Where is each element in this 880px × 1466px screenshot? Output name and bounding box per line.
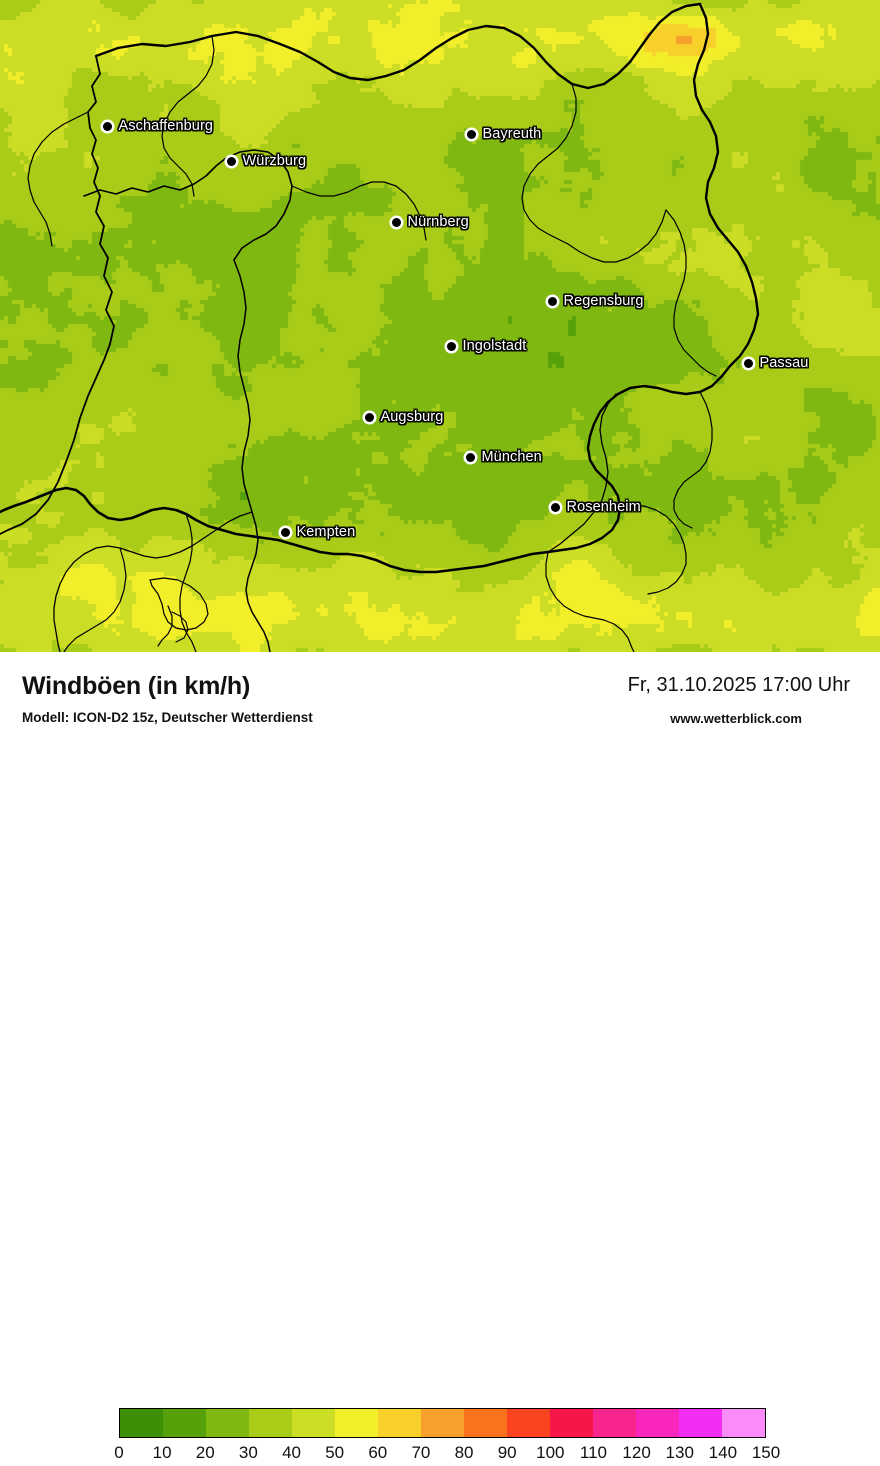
page-title: Windböen (in km/h) [22, 672, 251, 700]
city-dot-icon [102, 121, 112, 131]
colorbar-gradient [119, 1408, 766, 1438]
colorbar-swatch-130 [679, 1409, 722, 1437]
border-path-4 [546, 374, 724, 554]
city-marker-aschaffenburg[interactable]: Aschaffenburg [102, 118, 214, 134]
colorbar-ticks: 0 10 20 30 40 50 60 70 80 90 100 110 120 130 140 150 [114, 1440, 780, 1466]
border-path-1 [83, 149, 293, 261]
border-path-15 [521, 83, 577, 239]
city-dot-icon [226, 156, 236, 166]
border-path-12 [547, 393, 617, 553]
city-dot-icon [547, 296, 557, 306]
colorbar-swatch-40 [292, 1409, 335, 1437]
city-label: Kempten [296, 524, 356, 540]
political-borders [0, 2, 760, 652]
city-dot-icon [446, 341, 456, 351]
city-label: München [481, 449, 542, 465]
border-path-14 [555, 209, 667, 263]
border-path-3 [692, 2, 760, 378]
border-path-7 [53, 511, 253, 652]
city-marker-kempten[interactable]: Kempten [280, 524, 356, 540]
colorbar-tick-20: 20 [195, 1443, 215, 1462]
colorbar-tick-10: 10 [152, 1443, 172, 1462]
city-label: Passau [759, 355, 809, 371]
colorbar-swatch-50 [335, 1409, 378, 1437]
city-label: Rosenheim [566, 499, 641, 515]
colorbar-tick-120: 120 [622, 1443, 651, 1462]
border-path-21 [161, 35, 215, 197]
colorbar-swatch-90 [507, 1409, 550, 1437]
city-marker-passau[interactable]: Passau [743, 355, 809, 371]
colorbar-swatch-110 [593, 1409, 636, 1437]
footer: Windböen (in km/h) Modell: ICON-D2 15z, … [0, 652, 880, 1462]
colorbar-tick-90: 90 [497, 1443, 517, 1462]
border-path-13 [291, 181, 427, 241]
border-path-18 [619, 505, 687, 595]
colorbar-swatch-140 [722, 1409, 765, 1437]
colorbar-swatch-10 [163, 1409, 206, 1437]
colorbar-tick-130: 130 [665, 1443, 694, 1462]
colorbar-tick-40: 40 [282, 1443, 301, 1462]
city-marker-ingolstadt[interactable]: Ingolstadt [446, 338, 527, 354]
colorbar-swatch-60 [378, 1409, 421, 1437]
weather-map[interactable]: Aschaffenburg Würzburg Bayreuth Nürnberg Reg… [0, 0, 880, 652]
city-label: Aschaffenburg [118, 118, 214, 134]
border-path-20 [179, 513, 197, 652]
city-dot-icon [465, 452, 475, 462]
colorbar-tick-80: 80 [454, 1443, 474, 1462]
city-label: Regensburg [563, 293, 644, 309]
site-url: www.wetterblick.com [670, 711, 802, 726]
model-subtitle: Modell: ICON-D2 15z, Deutscher Wetterdie… [22, 710, 313, 725]
border-path-11 [171, 611, 189, 643]
city-marker-rosenheim[interactable]: Rosenheim [550, 499, 641, 515]
border-path-6 [233, 259, 271, 652]
colorbar-swatch-20 [206, 1409, 249, 1437]
colorbar: 0 10 20 30 40 50 60 70 80 90 100 110 120 130 140 150 [114, 1408, 780, 1466]
valid-time: Fr, 31.10.2025 17:00 Uhr [627, 674, 850, 696]
colorbar-swatch-120 [636, 1409, 679, 1437]
border-path-2 [94, 2, 702, 90]
border-path-9 [149, 577, 209, 631]
city-label: Würzburg [242, 153, 307, 169]
city-dot-icon [550, 502, 560, 512]
city-marker-mnchen[interactable]: München [465, 449, 542, 465]
city-label: Augsburg [380, 409, 444, 425]
city-marker-wrzburg[interactable]: Würzburg [226, 153, 307, 169]
border-path-17 [673, 391, 713, 529]
colorbar-tick-0: 0 [114, 1443, 124, 1462]
border-path-22 [27, 111, 89, 247]
city-dot-icon [280, 527, 290, 537]
border-path-5 [0, 486, 550, 574]
city-marker-regensburg[interactable]: Regensburg [547, 293, 644, 309]
colorbar-tick-50: 50 [325, 1443, 345, 1462]
colorbar-tick-140: 140 [708, 1443, 738, 1462]
colorbar-tick-110: 110 [579, 1443, 608, 1462]
city-label: Nürnberg [407, 214, 469, 230]
colorbar-tick-100: 100 [536, 1443, 565, 1462]
city-dot-icon [466, 129, 476, 139]
border-path-19 [545, 551, 635, 652]
city-dot-icon [364, 412, 374, 422]
border-path-16 [665, 209, 717, 377]
colorbar-tick-70: 70 [411, 1443, 431, 1462]
city-label: Bayreuth [482, 126, 542, 142]
colorbar-tick-60: 60 [368, 1443, 388, 1462]
colorbar-swatch-30 [249, 1409, 292, 1437]
city-marker-nrnberg[interactable]: Nürnberg [391, 214, 469, 230]
city-dot-icon [391, 217, 401, 227]
colorbar-swatch-100 [550, 1409, 593, 1437]
city-label: Ingolstadt [462, 338, 527, 354]
city-dot-icon [743, 358, 753, 368]
colorbar-swatch-0 [120, 1409, 163, 1437]
city-marker-augsburg[interactable]: Augsburg [364, 409, 444, 425]
city-marker-bayreuth[interactable]: Bayreuth [466, 126, 542, 142]
colorbar-swatch-70 [421, 1409, 464, 1437]
colorbar-tick-30: 30 [238, 1443, 258, 1462]
wind-gust-raster [0, 0, 880, 652]
colorbar-tick-150: 150 [751, 1443, 781, 1462]
colorbar-swatch-80 [464, 1409, 507, 1437]
border-path-0 [0, 55, 115, 535]
border-path-10 [157, 605, 173, 647]
border-path-8 [63, 547, 127, 652]
